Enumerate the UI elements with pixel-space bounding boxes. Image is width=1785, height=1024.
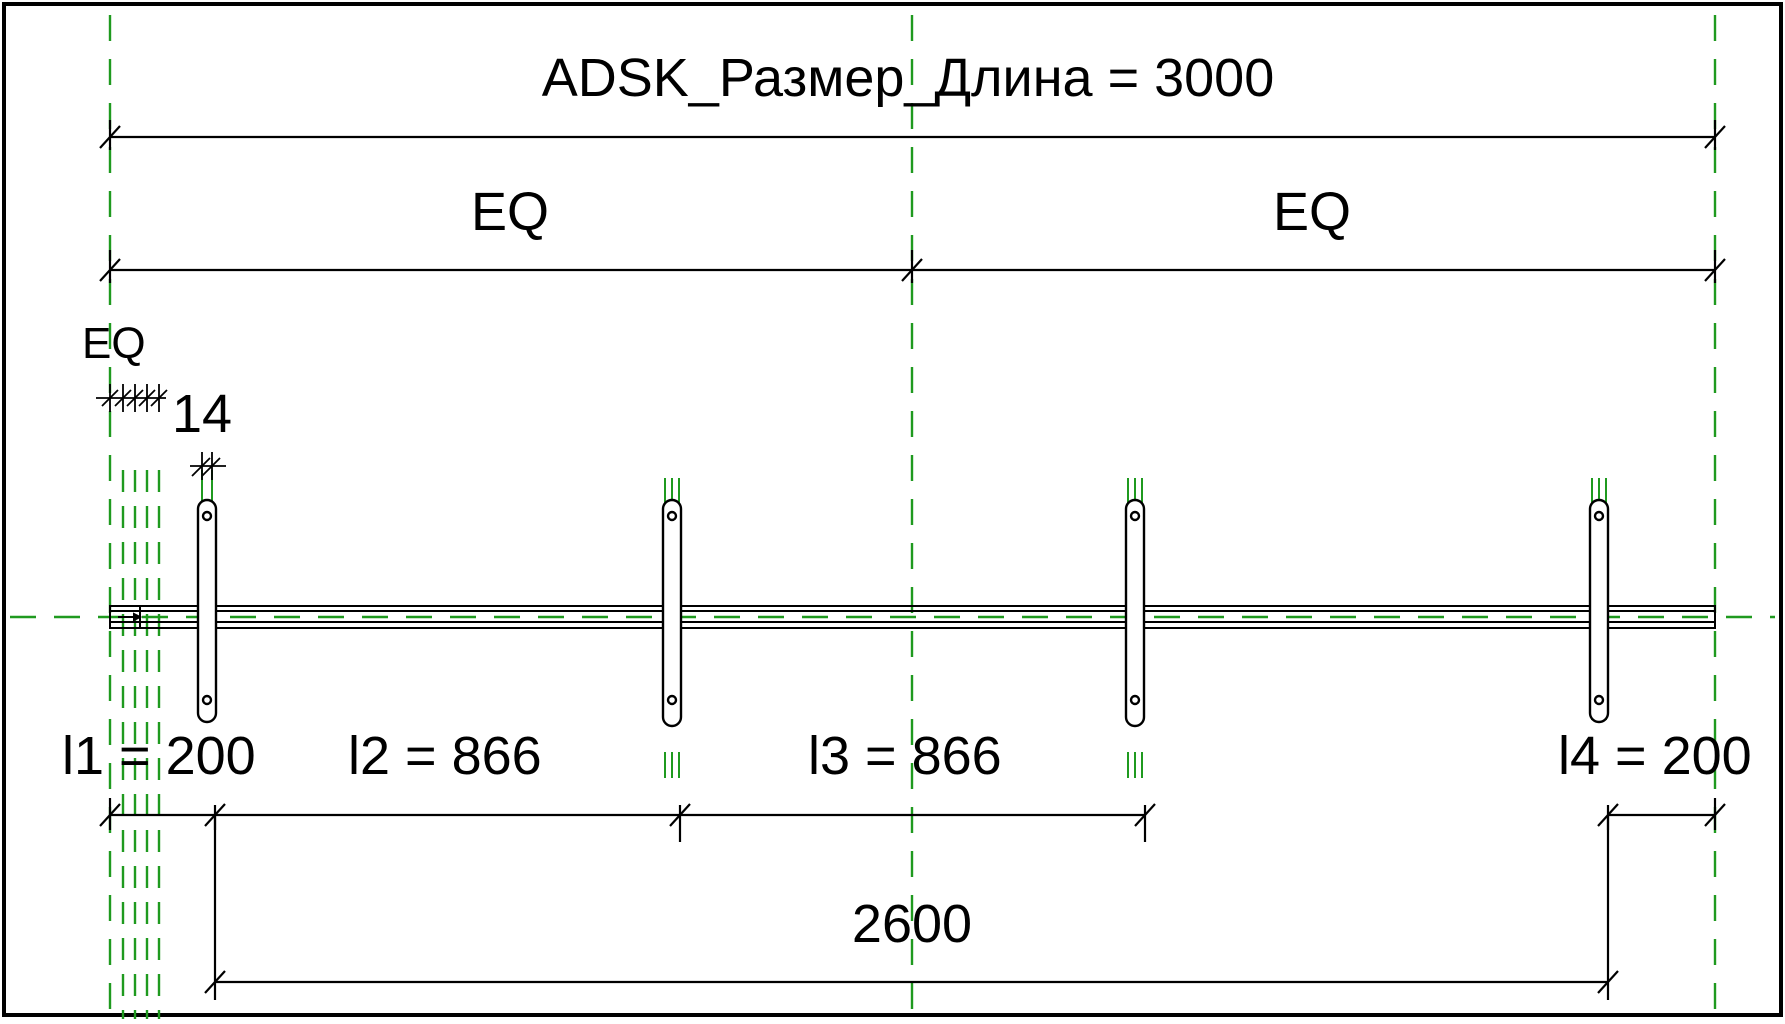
eq-left-label[interactable]: EQ xyxy=(471,182,549,242)
profile-bar[interactable] xyxy=(109,605,1716,629)
overall-dimension-label[interactable]: ADSK_Размер_Длина = 3000 xyxy=(542,48,1274,108)
reference-planes xyxy=(10,15,1775,1019)
bracket-2[interactable] xyxy=(661,498,683,728)
overall-dimension[interactable] xyxy=(99,120,1726,150)
l1-label[interactable]: l1 = 200 xyxy=(62,726,256,786)
small-dimension-label[interactable]: 14 xyxy=(172,384,232,444)
bracket-span-dimension[interactable] xyxy=(204,815,1619,1000)
l2-label[interactable]: l2 = 866 xyxy=(348,726,542,786)
bracket-3[interactable] xyxy=(1124,498,1146,728)
bracket-span-label[interactable]: 2600 xyxy=(852,894,972,954)
eq-small-dimension[interactable] xyxy=(96,384,168,412)
eq-dimension[interactable] xyxy=(99,250,1726,283)
l3-label[interactable]: l3 = 866 xyxy=(808,726,1002,786)
eq-small-label[interactable]: EQ xyxy=(82,319,146,368)
l4-label[interactable]: l4 = 200 xyxy=(1558,726,1752,786)
bracket-1[interactable] xyxy=(196,498,218,724)
bracket-4[interactable] xyxy=(1588,498,1610,724)
eq-right-label[interactable]: EQ xyxy=(1273,182,1351,242)
small-dimension[interactable] xyxy=(190,452,226,480)
